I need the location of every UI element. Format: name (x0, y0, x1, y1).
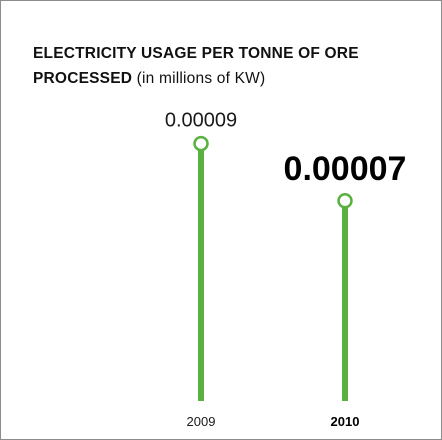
value-label-2009: 0.00009 (165, 110, 237, 132)
title-unit: (in millions of KW) (136, 70, 266, 87)
category-label-2010: 2010 (331, 414, 360, 429)
bar-marker-2009 (193, 135, 209, 152)
chart-title: ELECTRICITY USAGE PER TONNE OF ORE PROCE… (33, 41, 423, 91)
category-label-2009: 2009 (187, 414, 216, 429)
bar-marker-2010 (337, 193, 353, 209)
title-line-1: ELECTRICITY USAGE PER TONNE OF ORE (33, 45, 359, 62)
value-label-2010: 0.00007 (284, 150, 407, 188)
title-line-2: PROCESSED (33, 70, 133, 87)
